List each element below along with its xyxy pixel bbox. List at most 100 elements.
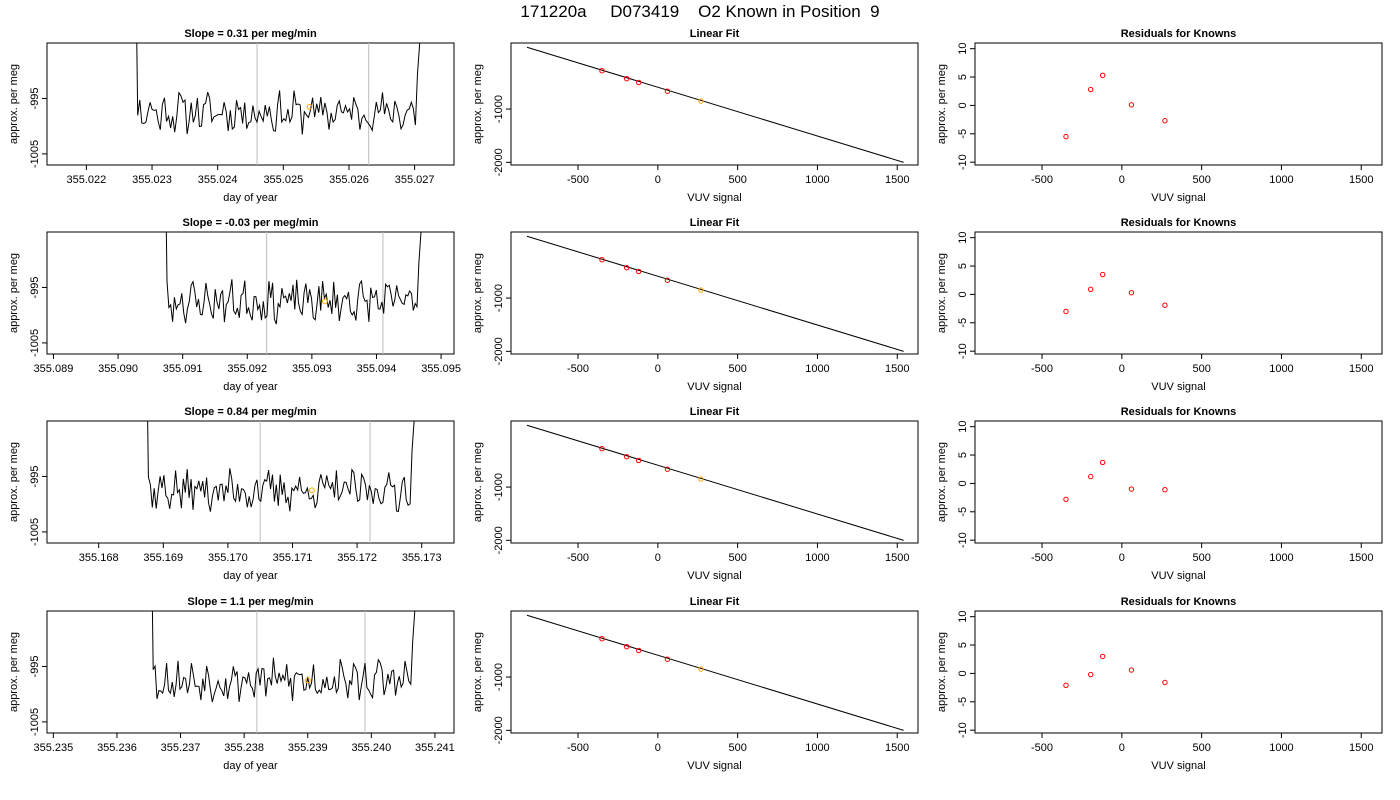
x-axis-label: VUV signal [1151,570,1205,582]
x-tick-label: 1500 [885,742,909,754]
x-tick-label: 355.091 [163,363,203,375]
y-tick-label: -5 [957,129,969,139]
x-tick-label: 355.170 [208,552,248,564]
y-tick-label: -2000 [493,148,505,176]
panel-title: Residuals for Knowns [1121,28,1237,40]
data-point [1088,473,1094,480]
time-series-trace [151,611,416,703]
highlight-point [304,677,311,684]
data-point [599,257,605,263]
x-tick-label: 1500 [1349,742,1373,754]
x-tick-label: 0 [655,742,661,754]
data-point [1162,302,1168,308]
x-tick-label: 355.022 [67,174,107,186]
x-axis-label: day of year [223,381,278,393]
data-point [1162,679,1168,686]
x-tick-label: 355.238 [224,742,264,754]
x-axis-label: day of year [223,570,278,582]
data-point [599,68,605,74]
y-tick-label: -995 [29,276,41,298]
fit-line [526,235,904,352]
fit-line [526,424,904,541]
x-tick-label: -500 [1031,552,1053,564]
y-axis-label: approx. per meg [472,442,484,522]
panel-2-2: Residuals for Knowns -500 0 500 1000 1500 VUV … [936,406,1383,582]
data-point [1099,653,1106,660]
y-tick-label: -2000 [493,337,505,365]
panel-2-1: Linear Fit -500 0 500 1000 1500 VUV signal -200… [472,406,919,582]
y-tick-label: -10 [957,154,969,170]
x-tick-label: 1500 [885,363,909,375]
panel-3-2: Residuals for Knowns -500 0 500 1000 1500 VUV … [936,596,1383,772]
y-tick-label: -5 [957,507,969,517]
y-axis-label: approx. per meg [8,64,20,144]
x-tick-label: 355.169 [143,552,183,564]
x-tick-label: 500 [728,552,746,564]
x-tick-label: 355.023 [132,174,172,186]
highlight-point [698,98,704,104]
x-tick-label: 500 [728,742,746,754]
y-tick-label: 10 [957,232,969,244]
x-tick-label: 355.024 [198,174,238,186]
x-axis-label: VUV signal [1151,192,1205,204]
x-tick-label: 500 [1192,742,1210,754]
y-tick-label: 10 [957,421,969,433]
x-tick-label: 0 [655,552,661,564]
panel-title: Slope = 1.1 per meg/min [187,596,314,608]
y-tick-label: -2000 [493,716,505,744]
data-point [1063,496,1069,503]
plot-frame [510,42,919,166]
time-series-trace [165,232,422,325]
panel-title: Slope = 0.84 per meg/min [184,406,317,418]
x-tick-label: 1500 [1349,552,1373,564]
panel-title: Linear Fit [690,217,740,229]
x-axis-label: VUV signal [687,760,741,772]
y-tick-label: -995 [29,655,41,677]
y-axis-label: approx. per meg [472,64,484,144]
x-tick-label: 355.089 [34,363,74,375]
data-point [664,466,671,472]
highlight-point [308,487,315,494]
x-tick-label: 500 [1192,552,1210,564]
x-tick-label: 355.235 [33,742,73,754]
panel-0-2: Residuals for Knowns -500 0 500 1000 1500 VUV … [936,28,1383,204]
y-tick-label: -1000 [493,284,505,312]
data-point [599,636,605,642]
y-axis-label: approx. per meg [8,253,20,333]
x-tick-label: 0 [1119,174,1125,186]
plot-frame [510,420,919,544]
highlight-point [306,103,313,110]
plot-frame [974,420,1383,544]
data-point [635,647,642,654]
highlight-point [698,287,704,293]
y-tick-label: 0 [957,670,969,676]
x-tick-label: -500 [567,552,589,564]
y-tick-label: -1000 [493,473,505,501]
data-point [664,88,671,94]
fit-line [526,46,904,163]
data-point [1128,667,1135,673]
data-point [1063,308,1069,315]
y-tick-label: 0 [957,291,969,297]
y-tick-label: 0 [957,102,969,108]
x-tick-label: -500 [1031,174,1053,186]
panel-title: Linear Fit [690,28,740,40]
x-tick-label: 355.171 [273,552,313,564]
x-tick-label: -500 [567,742,589,754]
x-tick-label: 355.239 [288,742,328,754]
x-tick-label: 355.095 [421,363,461,375]
plot-frame [974,610,1383,734]
x-tick-label: 500 [1192,363,1210,375]
x-tick-label: 1000 [1269,174,1293,186]
data-point [1128,290,1135,296]
x-tick-label: 355.094 [357,363,397,375]
panel-3-0: Slope = 1.1 per meg/min 355.235 355.236 355… [8,596,455,772]
x-axis-label: VUV signal [687,381,741,393]
y-tick-label: 0 [957,480,969,486]
plot-frame [510,610,919,734]
y-axis-label: approx. per meg [8,442,20,522]
x-tick-label: 355.237 [161,742,201,754]
x-tick-label: 355.241 [415,742,455,754]
x-tick-label: 355.240 [351,742,391,754]
y-tick-label: -995 [29,87,41,109]
